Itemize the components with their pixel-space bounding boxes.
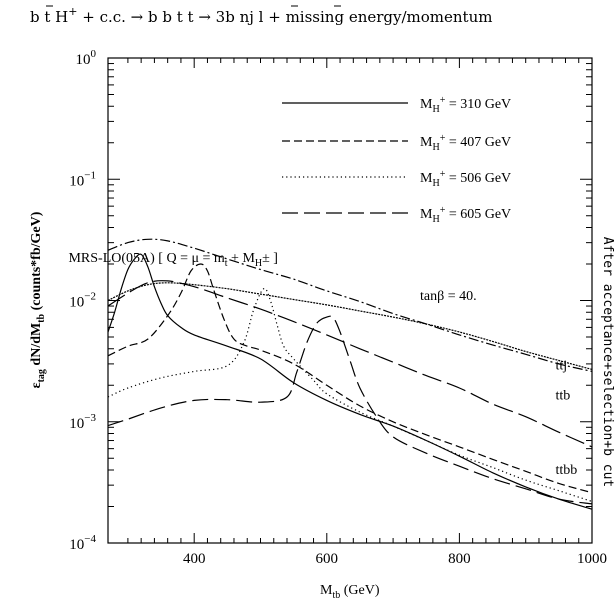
x-tick-label: 800 [448, 551, 471, 567]
series-line-0 [108, 253, 592, 510]
series-line-3 [108, 315, 592, 505]
annotation-pdf: MRS-LO(05A) [ Q = μ = mt + MH± ] [68, 251, 278, 269]
curve-labels: ttj ttb ttbb [556, 358, 578, 478]
y-tick-label: 10−1 [69, 169, 96, 189]
curves [108, 238, 592, 510]
series-line-1 [108, 263, 592, 494]
x-tick-label: 600 [316, 551, 339, 567]
annotations: MRS-LO(05A) [ Q = μ = mt + MH± ] tanβ = 4… [68, 251, 476, 304]
series-line-6 [108, 282, 592, 370]
axis-ticks [108, 58, 593, 544]
legend-label: MH+ = 605 GeV [420, 205, 511, 225]
x-axis-label: Mtb (GeV) [320, 583, 380, 601]
legend-label: MH+ = 407 GeV [420, 133, 511, 153]
y-tick-label: 10−2 [69, 291, 96, 311]
right-side-label: After acceptance+selection+b cut [600, 237, 615, 487]
series-line-4 [108, 238, 592, 372]
plot-frame [107, 57, 593, 544]
annotation-tanbeta: tanβ = 40. [420, 289, 477, 304]
series-line-5 [108, 280, 592, 448]
y-tick-label: 10−3 [69, 412, 96, 432]
y-axis-label: εtag dN/dMtb (counts*fb/GeV) [29, 211, 47, 388]
y-tick-label: 100 [76, 48, 97, 68]
x-tick-label: 1000 [577, 551, 607, 567]
chart-title: b t H+ + c.c. → b b t t → 3b nj l + miss… [30, 5, 492, 26]
legend: MH+ = 310 GeV MH+ = 407 GeV MH+ = 506 GeV M… [282, 95, 511, 225]
curve-label: ttbb [556, 463, 578, 478]
axis-tick-labels: 400 600 800 1000 10−4 10−3 10−2 10−1 100 [69, 48, 607, 567]
x-tick-label: 400 [183, 551, 206, 567]
curve-label: ttj [556, 358, 568, 373]
legend-label: MH+ = 506 GeV [420, 169, 511, 189]
legend-label: MH+ = 310 GeV [420, 95, 511, 115]
curve-label: ttb [556, 388, 571, 403]
y-tick-label: 10−4 [69, 533, 96, 553]
